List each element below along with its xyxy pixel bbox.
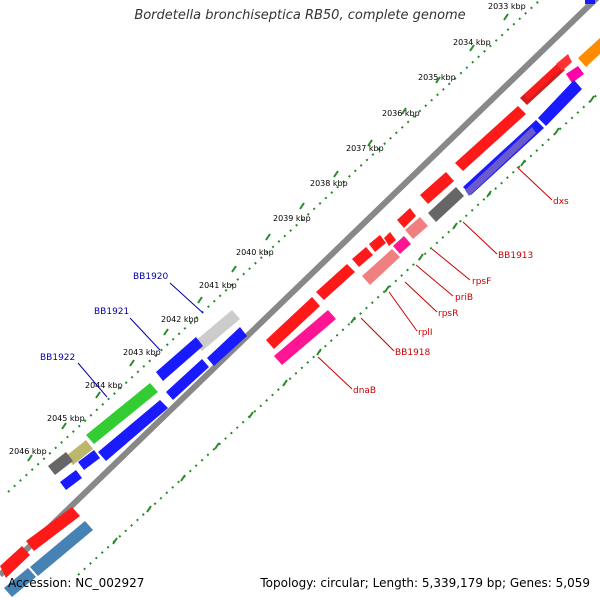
reverse-genes [4, 0, 595, 597]
gene-label-dxs: dxs [553, 197, 569, 207]
gene-label-bb1913: BB1913 [498, 251, 533, 261]
gene-label-bb1918: BB1918 [395, 348, 431, 358]
outer-tick-marks [27, 13, 509, 462]
gene-feature[interactable] [0, 546, 30, 578]
tick-label: 2036 kbp [382, 109, 420, 118]
gene-feature[interactable] [566, 66, 584, 83]
map-title: Bordetella bronchiseptica RB50, complete… [134, 8, 466, 23]
tick-label: 2033 kbp [488, 2, 526, 11]
tick-label: 2044 kbp [85, 381, 123, 390]
gene-feature[interactable] [98, 400, 168, 461]
gene-feature[interactable] [266, 297, 320, 349]
tick-label: 2034 kbp [453, 38, 491, 47]
gene-labels: dxs BB1913 rpsF priB rpsR rplI BB1918 dn… [40, 197, 569, 396]
gene-label-bb1920: BB1920 [133, 272, 169, 282]
gene-feature[interactable] [86, 383, 158, 444]
gene-feature[interactable] [397, 208, 416, 228]
gene-feature[interactable] [405, 217, 428, 239]
gene-feature[interactable] [393, 236, 411, 254]
gene-label-rpli: rplI [418, 328, 433, 338]
tick-label: 2037 kbp [346, 144, 384, 153]
scale-track-inner [77, 91, 600, 576]
gene-feature[interactable] [156, 337, 203, 381]
gene-feature[interactable] [166, 359, 209, 400]
accession-text: Accession: NC_002927 [8, 576, 145, 590]
gene-feature[interactable] [78, 450, 100, 470]
forward-genes [0, 38, 600, 578]
tick-label: 2045 kbp [47, 414, 85, 423]
gene-feature[interactable] [428, 187, 464, 222]
gene-feature[interactable] [585, 0, 595, 4]
gene-feature[interactable] [369, 235, 386, 252]
tick-label: 2043 kbp [123, 348, 161, 357]
gene-feature[interactable] [316, 264, 355, 300]
gene-label-rpsf: rpsF [472, 277, 491, 287]
gene-feature[interactable] [420, 172, 454, 204]
gene-label-bb1922: BB1922 [40, 353, 75, 363]
gene-feature[interactable] [4, 568, 36, 597]
gene-feature[interactable] [538, 80, 582, 126]
tick-labels: 2033 kbp 2034 kbp 2035 kbp 2036 kbp 2037… [9, 2, 526, 456]
gene-label-bb1921: BB1921 [94, 307, 129, 317]
gene-feature[interactable] [48, 452, 73, 475]
gene-feature[interactable] [524, 65, 560, 100]
gene-feature[interactable] [556, 54, 572, 71]
gene-feature[interactable] [30, 521, 93, 576]
tick-label: 2038 kbp [310, 179, 348, 188]
label-leaders [77, 166, 553, 398]
gene-feature[interactable] [465, 127, 536, 196]
gene-feature[interactable] [578, 38, 600, 67]
gene-feature[interactable] [352, 247, 373, 267]
genome-summary-text: Topology: circular; Length: 5,339,179 bp… [260, 576, 590, 590]
tick-label: 2042 kbp [161, 315, 199, 324]
tick-label: 2046 kbp [9, 447, 47, 456]
gene-label-prib: priB [455, 293, 473, 303]
tick-label: 2041 kbp [199, 281, 237, 290]
gene-feature[interactable] [194, 310, 240, 351]
inner-tick-marks [112, 95, 595, 545]
scale-track-outer [7, 0, 541, 493]
gene-label-rpsr: rpsR [438, 309, 458, 319]
gene-feature[interactable] [207, 327, 247, 366]
tick-label: 2035 kbp [418, 73, 456, 82]
gene-feature[interactable] [60, 470, 82, 490]
gene-feature[interactable] [66, 440, 93, 465]
gene-feature[interactable] [384, 232, 396, 246]
tick-label: 2040 kbp [236, 248, 274, 257]
backbone-line [0, 0, 600, 578]
gene-label-dnab: dnaB [353, 386, 376, 396]
gene-feature[interactable] [455, 106, 526, 171]
gene-feature[interactable] [362, 249, 400, 285]
gene-feature[interactable] [274, 310, 336, 365]
tick-label: 2039 kbp [273, 214, 311, 223]
gene-feature[interactable] [26, 507, 80, 551]
